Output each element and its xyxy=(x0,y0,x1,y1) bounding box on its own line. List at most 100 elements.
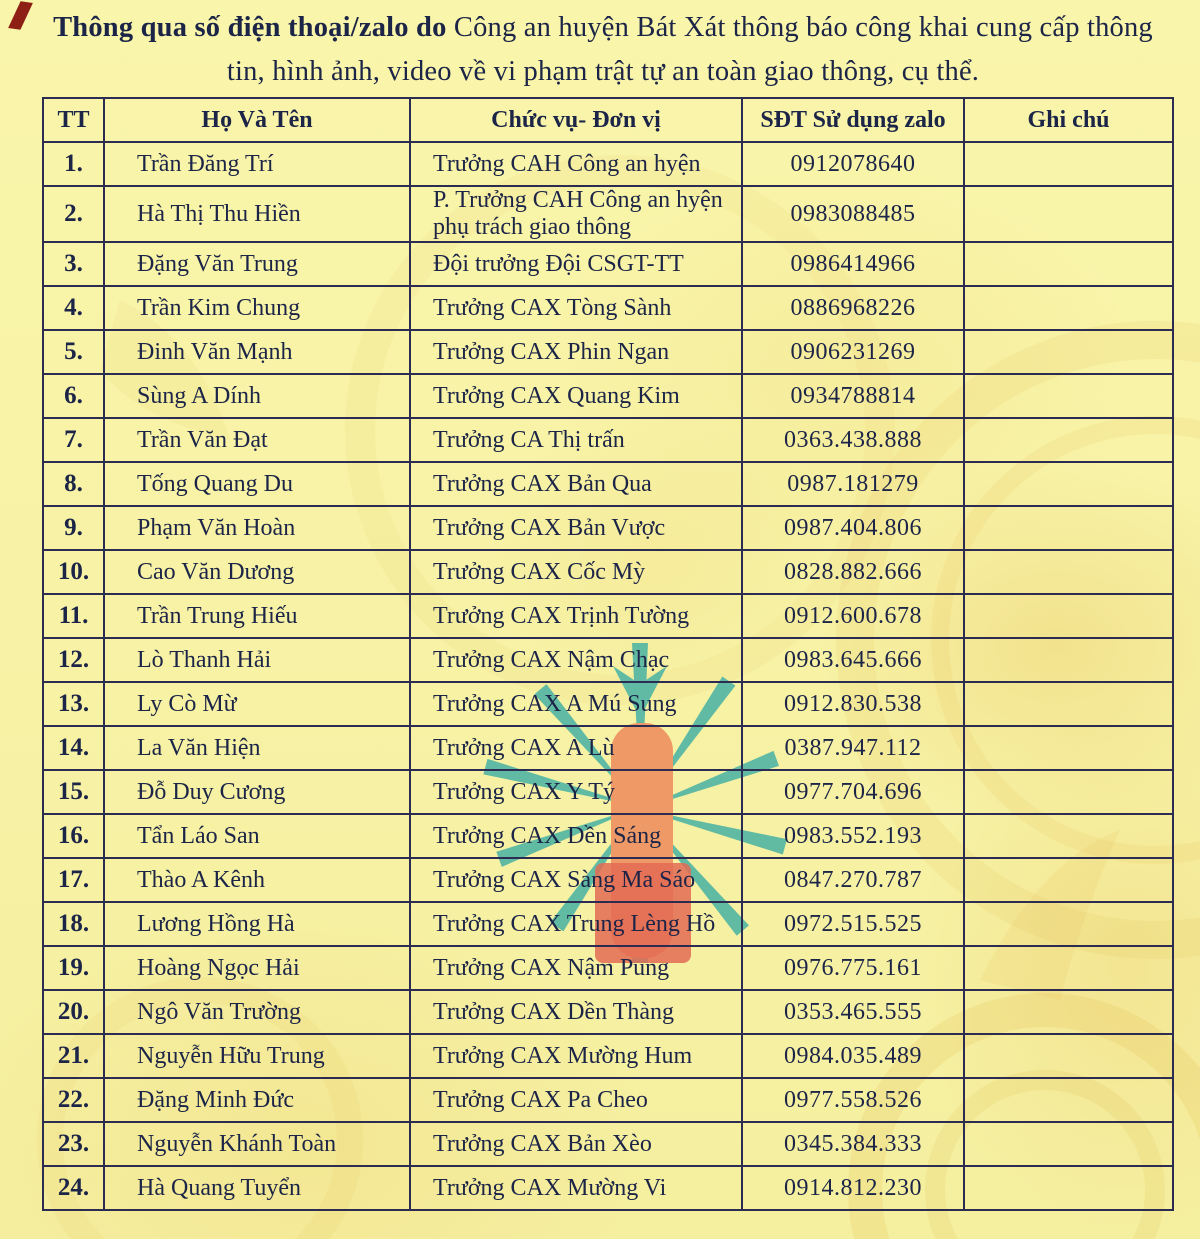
table-row: 12. Lò Thanh Hải Trưởng CAX Nậm Chạc 098… xyxy=(42,637,1174,683)
table-row: 2. Hà Thị Thu Hiền P. Trưởng CAH Công an… xyxy=(42,185,1174,243)
header-note: Ghi chú xyxy=(963,97,1174,143)
row-note xyxy=(963,593,1174,639)
row-index: 4. xyxy=(42,285,105,331)
row-phone: 0387.947.112 xyxy=(741,725,965,771)
row-note xyxy=(963,241,1174,287)
row-note xyxy=(963,945,1174,991)
row-index: 14. xyxy=(42,725,105,771)
row-name: Nguyễn Hữu Trung xyxy=(103,1033,411,1079)
table-row: 1. Trần Đăng Trí Trưởng CAH Công an hyện… xyxy=(42,141,1174,187)
row-position: Trưởng CAX Cốc Mỳ xyxy=(409,549,743,595)
row-phone: 0363.438.888 xyxy=(741,417,965,463)
row-note xyxy=(963,1033,1174,1079)
row-note xyxy=(963,1121,1174,1167)
row-index: 17. xyxy=(42,857,105,903)
row-name: Trần Trung Hiếu xyxy=(103,593,411,639)
row-position: Trưởng CAX Dền Thàng xyxy=(409,989,743,1035)
row-note xyxy=(963,1077,1174,1123)
row-index: 3. xyxy=(42,241,105,287)
row-position: Trưởng CAX Dền Sáng xyxy=(409,813,743,859)
row-index: 8. xyxy=(42,461,105,507)
row-position: Trưởng CAX A Lù xyxy=(409,725,743,771)
row-position: P. Trưởng CAH Công an hyện phụ trách gia… xyxy=(409,185,743,243)
table-row: 6. Sùng A Dính Trưởng CAX Quang Kim 0934… xyxy=(42,373,1174,419)
table-row: 5. Đinh Văn Mạnh Trưởng CAX Phin Ngan 09… xyxy=(42,329,1174,375)
row-position: Trưởng CAX Mường Vi xyxy=(409,1165,743,1211)
row-note xyxy=(963,461,1174,507)
table-header-row: TT Họ Và Tên Chức vụ- Đơn vị SĐT Sử dụng… xyxy=(42,97,1174,143)
row-name: Đỗ Duy Cương xyxy=(103,769,411,815)
row-index: 22. xyxy=(42,1077,105,1123)
row-phone: 0906231269 xyxy=(741,329,965,375)
row-position: Trưởng CAH Công an hyện xyxy=(409,141,743,187)
row-index: 12. xyxy=(42,637,105,683)
row-note xyxy=(963,285,1174,331)
row-note xyxy=(963,141,1174,187)
row-note xyxy=(963,857,1174,903)
row-index: 11. xyxy=(42,593,105,639)
table-row: 19. Hoàng Ngọc Hải Trưởng CAX Nậm Pung 0… xyxy=(42,945,1174,991)
row-index: 13. xyxy=(42,681,105,727)
row-phone: 0983088485 xyxy=(741,185,965,243)
table-row: 10. Cao Văn Dương Trưởng CAX Cốc Mỳ 0828… xyxy=(42,549,1174,595)
row-index: 2. xyxy=(42,185,105,243)
row-phone: 0984.035.489 xyxy=(741,1033,965,1079)
row-index: 20. xyxy=(42,989,105,1035)
table-body: 1. Trần Đăng Trí Trưởng CAH Công an hyện… xyxy=(42,141,1174,1211)
row-name: Trần Kim Chung xyxy=(103,285,411,331)
row-note xyxy=(963,373,1174,419)
row-name: La Văn Hiện xyxy=(103,725,411,771)
row-phone: 0912.600.678 xyxy=(741,593,965,639)
row-name: Ly Cò Mừ xyxy=(103,681,411,727)
row-name: Lương Hồng Hà xyxy=(103,901,411,947)
row-position: Trưởng CAX Phin Ngan xyxy=(409,329,743,375)
row-index: 9. xyxy=(42,505,105,551)
table-row: 20. Ngô Văn Trường Trưởng CAX Dền Thàng … xyxy=(42,989,1174,1035)
row-phone: 0912.830.538 xyxy=(741,681,965,727)
row-name: Đặng Minh Đức xyxy=(103,1077,411,1123)
row-note xyxy=(963,769,1174,815)
row-name: Trần Đăng Trí xyxy=(103,141,411,187)
table-row: 15. Đỗ Duy Cương Trưởng CAX Y Tý 0977.70… xyxy=(42,769,1174,815)
row-index: 6. xyxy=(42,373,105,419)
row-index: 19. xyxy=(42,945,105,991)
table-row: 9. Phạm Văn Hoàn Trưởng CAX Bản Vược 098… xyxy=(42,505,1174,551)
row-name: Nguyễn Khánh Toàn xyxy=(103,1121,411,1167)
row-index: 24. xyxy=(42,1165,105,1211)
row-phone: 0886968226 xyxy=(741,285,965,331)
row-name: Hà Thị Thu Hiền xyxy=(103,185,411,243)
header-name: Họ Và Tên xyxy=(103,97,411,143)
page-title-bold: Thông qua số điện thoại/zalo do xyxy=(53,12,447,43)
row-phone: 0983.645.666 xyxy=(741,637,965,683)
row-name: Thào A Kênh xyxy=(103,857,411,903)
table-row: 7. Trần Văn Đạt Trưởng CA Thị trấn 0363.… xyxy=(42,417,1174,463)
row-phone: 0353.465.555 xyxy=(741,989,965,1035)
table-row: 24. Hà Quang Tuyển Trưởng CAX Mường Vi 0… xyxy=(42,1165,1174,1211)
header-phone: SĐT Sử dụng zalo xyxy=(741,97,965,143)
table-row: 18. Lương Hồng Hà Trưởng CAX Trung Lèng … xyxy=(42,901,1174,947)
row-position: Trưởng CAX Bản Xèo xyxy=(409,1121,743,1167)
row-phone: 0986414966 xyxy=(741,241,965,287)
row-position: Trưởng CAX Quang Kim xyxy=(409,373,743,419)
table-row: 3. Đặng Văn Trung Đội trưởng Đội CSGT-TT… xyxy=(42,241,1174,287)
row-index: 15. xyxy=(42,769,105,815)
row-position: Trưởng CAX Bản Vược xyxy=(409,505,743,551)
row-position: Trưởng CAX Trung Lèng Hồ xyxy=(409,901,743,947)
table-row: 4. Trần Kim Chung Trưởng CAX Tòng Sành 0… xyxy=(42,285,1174,331)
row-position: Trưởng CAX Tòng Sành xyxy=(409,285,743,331)
row-note xyxy=(963,681,1174,727)
row-note xyxy=(963,549,1174,595)
row-name: Trần Văn Đạt xyxy=(103,417,411,463)
row-note xyxy=(963,1165,1174,1211)
page-title-rest: Công an huyện Bát Xát thông báo công kha… xyxy=(226,12,1153,87)
row-name: Ngô Văn Trường xyxy=(103,989,411,1035)
row-index: 1. xyxy=(42,141,105,187)
row-index: 21. xyxy=(42,1033,105,1079)
table-row: 8. Tống Quang Du Trưởng CAX Bản Qua 0987… xyxy=(42,461,1174,507)
row-phone: 0934788814 xyxy=(741,373,965,419)
row-position: Trưởng CAX A Mú Sung xyxy=(409,681,743,727)
contact-table: TT Họ Và Tên Chức vụ- Đơn vị SĐT Sử dụng… xyxy=(42,97,1174,1211)
row-index: 16. xyxy=(42,813,105,859)
page-title: Thông qua số điện thoại/zalo do Công an … xyxy=(38,6,1168,94)
